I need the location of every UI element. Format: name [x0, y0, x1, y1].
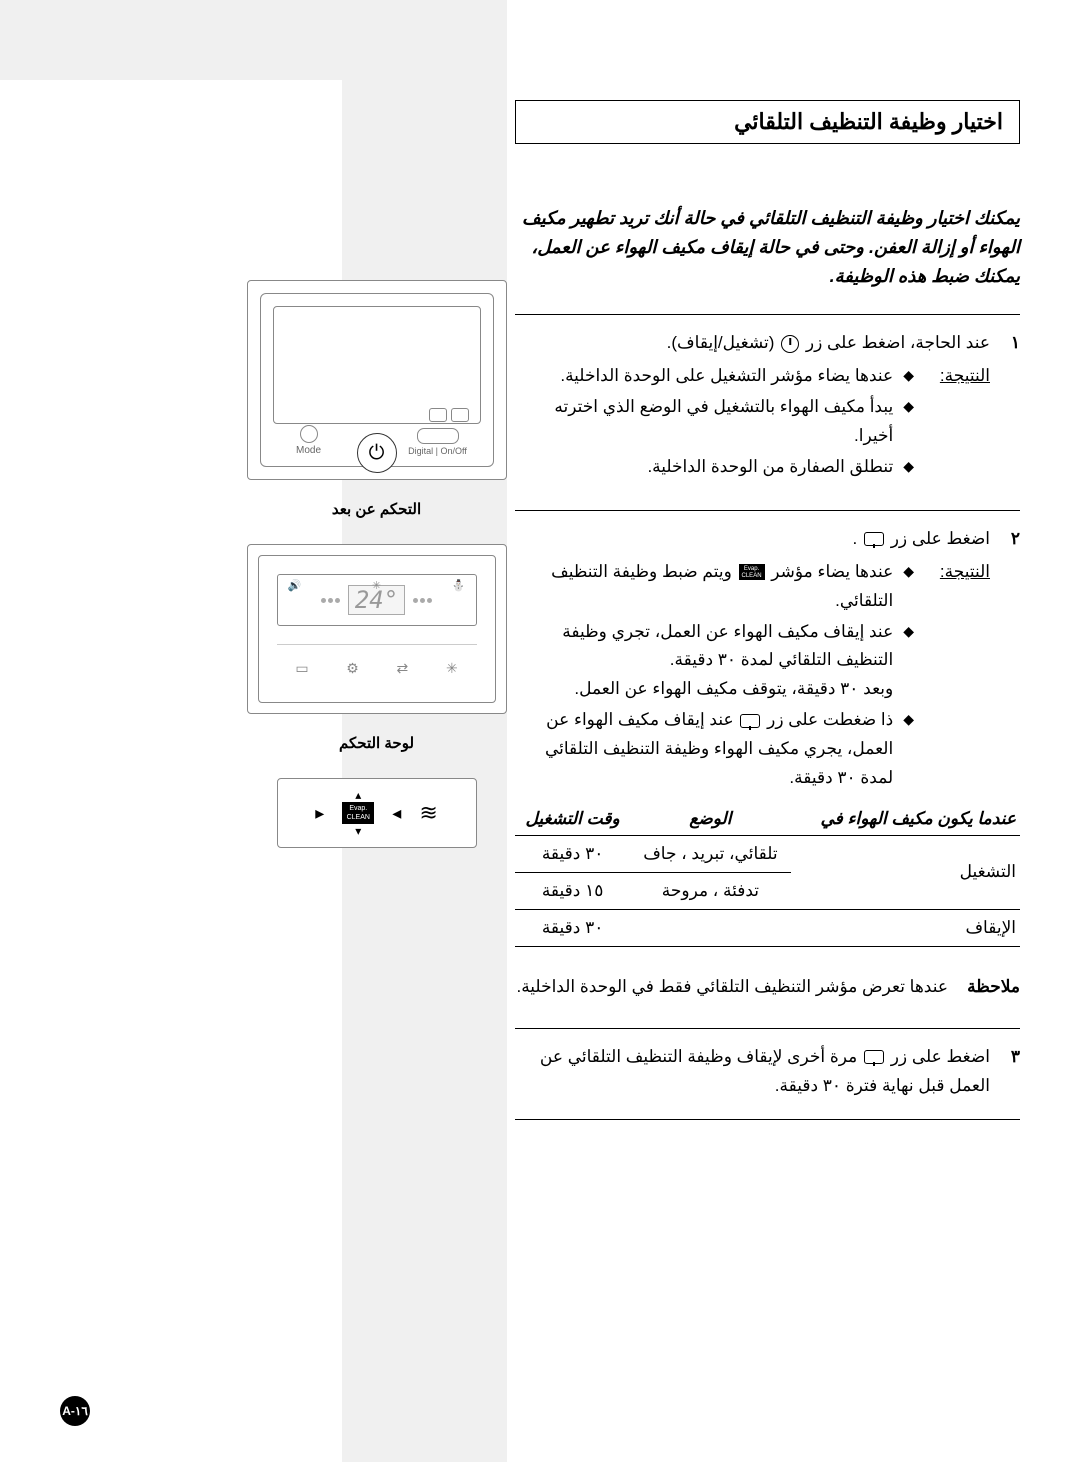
- page-title: اختيار وظيفة التنظيف التلقائي: [532, 109, 1003, 135]
- table-row: التشغيل تلقائي، تبريد ، جاف ٣٠ دقيقة: [515, 835, 1020, 872]
- evap-icon: Evap. CLEAN: [739, 564, 765, 580]
- remote-onoff-label: Digital | On/Off: [403, 428, 473, 456]
- wave-icon: ≋: [419, 800, 437, 826]
- panel-label: لوحة التحكم: [339, 734, 414, 752]
- evap-clean-icon: Evap. CLEAN: [342, 802, 374, 824]
- cell-state-1: التشغيل: [791, 835, 1020, 909]
- intro-text: يمكنك اختيار وظيفة التنظيف التلقائي في ح…: [515, 204, 1020, 290]
- step-3: ٣ اضغط على زر مرة أخرى لإيقاف وظيفة التن…: [515, 1028, 1020, 1120]
- remote-label: التحكم عن بعد: [332, 500, 421, 518]
- mode-table: عندما يكون مكيف الهواء في الوضع وقت التش…: [515, 803, 1020, 947]
- step-1-bullet-2: يبدأ مكيف الهواء بالتشغيل في الوضع الذي …: [515, 393, 893, 451]
- arrow-left-icon: ◂: [392, 803, 401, 824]
- cell-time-3: ٣٠ دقيقة: [515, 909, 630, 946]
- sidebar: Mode Digital | On/Off التحكم عن بعد ⛄✳🔊 …: [342, 80, 507, 848]
- step-3-num: ٣: [1004, 1043, 1020, 1072]
- control-panel-illustration: ⛄✳🔊 24° ✳⇄⚙▭: [247, 544, 507, 714]
- th-time: وقت التشغيل: [515, 803, 630, 836]
- step-2: ٢ اضغط على زر . النتيجة: ◆ عندها يضاء مؤ…: [515, 510, 1020, 1028]
- step-3-text-a: اضغط على زر: [891, 1047, 990, 1066]
- note-text: عندها تعرض مؤشر التنظيف التلقائي فقط في …: [516, 973, 948, 1002]
- evap-clean-illustration: ≋ ◂ ▴ Evap. CLEAN ▾ ▸: [277, 778, 477, 848]
- step-1-text-a: عند الحاجة، اضغط على زر: [806, 333, 990, 352]
- step-2-num: ٢: [1004, 525, 1020, 554]
- table-row: الإيقاف ٣٠ دقيقة: [515, 909, 1020, 946]
- clean-button-icon-2: [740, 714, 760, 728]
- title-box: اختيار وظيفة التنظيف التلقائي: [515, 100, 1020, 144]
- step-1-bullet-1: عندها يضاء مؤشر التشغيل على الوحدة الداخ…: [560, 362, 893, 391]
- step-2-result-label: النتيجة:: [930, 558, 990, 795]
- step-1-result-label: النتيجة:: [930, 362, 990, 484]
- step-2-b3-a: ذا ضغطت على زر: [767, 710, 893, 729]
- remote-illustration: Mode Digital | On/Off: [247, 280, 507, 480]
- step-2-text-b: .: [852, 529, 857, 548]
- page-number: A-١٦: [60, 1396, 90, 1426]
- step-2-b1-a: عندها يضاء مؤشر: [771, 562, 893, 581]
- step-1-num: ١: [1004, 329, 1020, 358]
- step-1-bullet-3: تنطلق الصفارة من الوحدة الداخلية.: [647, 453, 893, 482]
- clean-button-icon-3: [864, 1050, 884, 1064]
- step-2-text-a: اضغط على زر: [891, 529, 990, 548]
- th-state: عندما يكون مكيف الهواء في: [791, 803, 1020, 836]
- remote-power-icon: [357, 433, 397, 473]
- power-icon: [781, 335, 799, 353]
- main-content: اختيار وظيفة التنظيف التلقائي يمكنك اختي…: [515, 100, 1020, 1120]
- th-mode: الوضع: [630, 803, 790, 836]
- cell-mode-2: تدفئة ، مروحة: [630, 872, 790, 909]
- top-gray-bar: [0, 0, 507, 80]
- step-1: ١ عند الحاجة، اضغط على زر (تشغيل/إيقاف).…: [515, 314, 1020, 509]
- cell-mode-3: [630, 909, 790, 946]
- remote-mode-label: Mode: [289, 425, 329, 456]
- clean-button-icon: [864, 532, 884, 546]
- arrow-right-icon: ▸: [315, 803, 324, 824]
- note: ملاحظة عندها تعرض مؤشر التنظيف التلقائي …: [515, 973, 1020, 1002]
- step-1-text-b: (تشغيل/إيقاف).: [667, 333, 775, 352]
- cell-state-3: الإيقاف: [791, 909, 1020, 946]
- cell-time-2: ١٥ دقيقة: [515, 872, 630, 909]
- note-label: ملاحظة: [964, 973, 1020, 1002]
- cell-mode-1: تلقائي، تبريد ، جاف: [630, 835, 790, 872]
- step-2-b2: عند إيقاف مكيف الهواء عن العمل، تجري وظي…: [515, 618, 893, 705]
- cell-time-1: ٣٠ دقيقة: [515, 835, 630, 872]
